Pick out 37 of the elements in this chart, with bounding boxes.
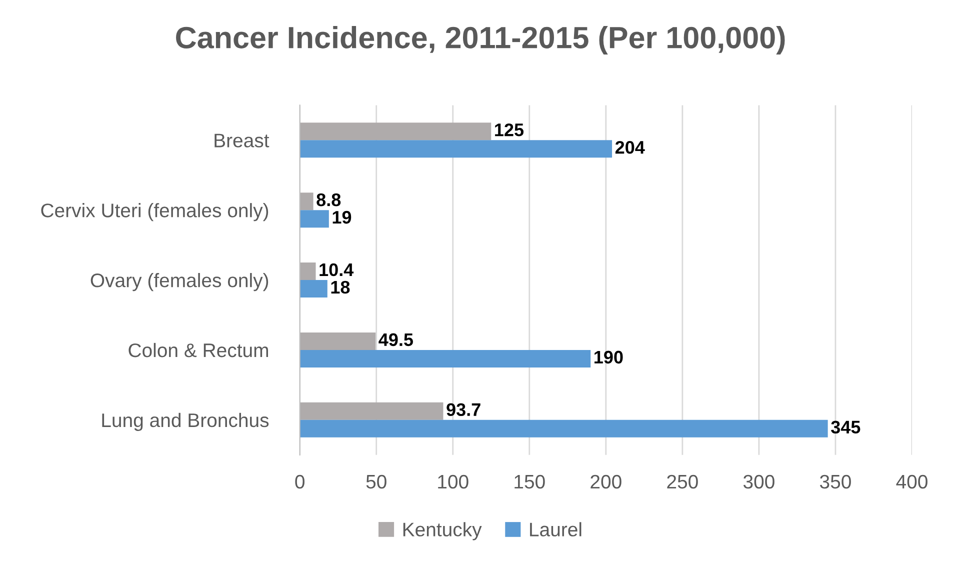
y-tick-label: Breast <box>214 134 270 148</box>
bar <box>300 280 328 298</box>
x-tick-label: 200 <box>590 474 622 489</box>
data-label: 125 <box>495 123 524 136</box>
y-tick-label: Cervix Uteri (females only) <box>41 203 268 222</box>
x-tick-label: 300 <box>743 474 774 489</box>
y-tick-label: Ovary (females only) <box>90 272 268 292</box>
bar <box>300 420 828 438</box>
data-label: 18 <box>331 280 350 294</box>
x-tick-label: 400 <box>896 474 928 489</box>
bar <box>300 402 444 420</box>
bar <box>300 140 612 158</box>
data-label: 8.8 <box>316 193 341 206</box>
x-tick-label: 50 <box>366 474 386 489</box>
chart-title: Cancer Incidence, 2011-2015 (Per 100,000) <box>176 26 785 54</box>
x-tick-label: 350 <box>820 474 851 489</box>
bar <box>300 350 591 368</box>
bar <box>300 122 492 140</box>
x-tick-label: 0 <box>295 474 304 489</box>
bar <box>300 192 314 210</box>
legend-label: Kentucky <box>403 522 482 540</box>
bar <box>300 262 316 280</box>
bar <box>300 210 329 228</box>
data-label: 345 <box>831 420 860 434</box>
bar <box>300 332 376 350</box>
y-tick-label: Colon & Rectum <box>128 342 268 358</box>
data-label: 204 <box>615 140 645 154</box>
x-tick-label: 100 <box>438 474 468 489</box>
data-label: 49.5 <box>378 333 413 346</box>
data-label: 93.7 <box>446 403 480 416</box>
legend-label: Laurel <box>530 522 582 536</box>
data-label: 190 <box>594 350 623 364</box>
x-tick-label: 250 <box>667 474 698 489</box>
y-tick-label: Lung and Bronchus <box>102 412 269 431</box>
data-label: 10.4 <box>320 263 354 276</box>
x-tick-label: 150 <box>514 474 545 489</box>
data-label: 19 <box>332 210 352 224</box>
